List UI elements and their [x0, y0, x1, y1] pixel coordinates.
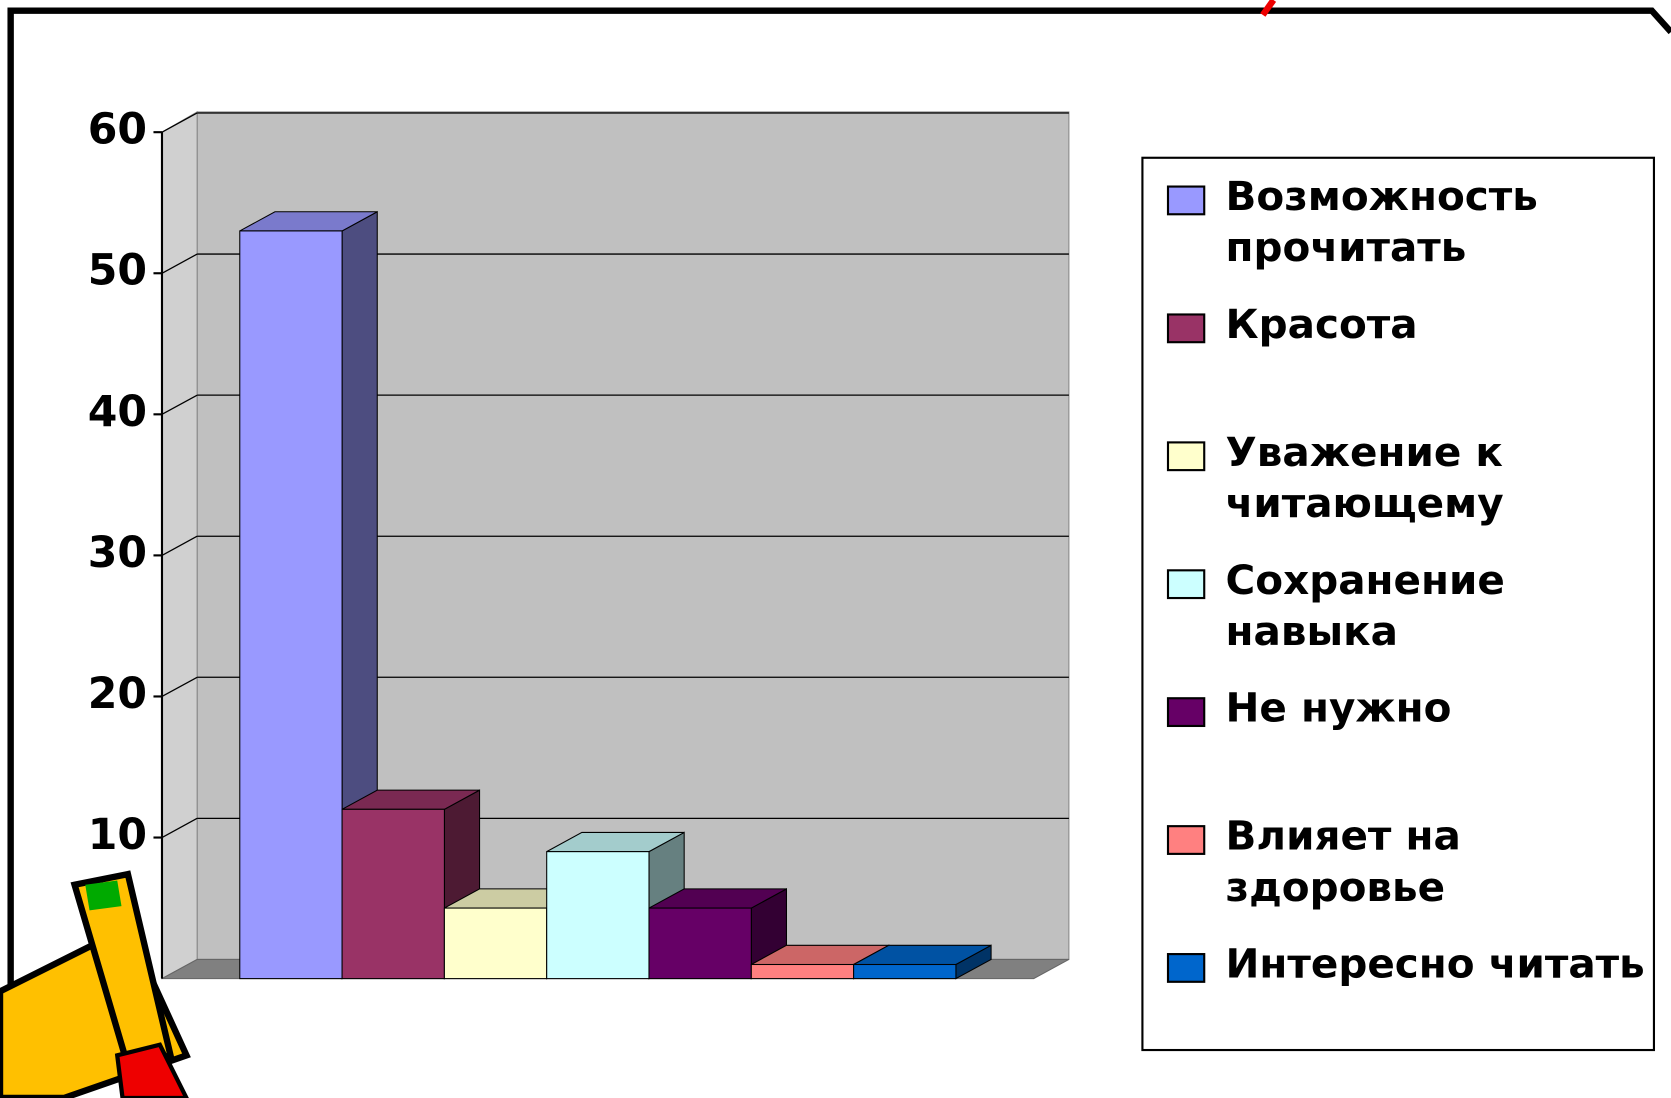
- legend-marker: [1168, 954, 1204, 982]
- y-tick-label: 20: [88, 669, 147, 719]
- legend-entry: Интересно читать: [1226, 938, 1652, 1055]
- legend-entry: Уважение к читающему: [1226, 426, 1652, 543]
- legend-entry: Сохранение навыка: [1226, 554, 1652, 671]
- legend-marker: [1168, 698, 1204, 726]
- y-tick-label: 40: [88, 387, 147, 437]
- y-tick-label: 30: [88, 528, 147, 578]
- legend-label: Уважение к читающему: [1226, 426, 1647, 528]
- bar: [649, 908, 751, 979]
- legend-label: Сохранение навыка: [1226, 554, 1647, 656]
- bar: [342, 809, 444, 978]
- legend-marker: [1168, 314, 1204, 342]
- legend-label: Не нужно: [1226, 682, 1647, 733]
- bar: [240, 231, 342, 979]
- legend-marker: [1168, 570, 1204, 598]
- bar: [751, 964, 853, 978]
- y-tick-label: 60: [88, 105, 147, 155]
- legend-entry: Влияет на здоровье: [1226, 810, 1652, 927]
- legend-entry: Не нужно: [1226, 682, 1652, 799]
- bar: [547, 852, 649, 979]
- legend-label: Возможность прочитать: [1226, 171, 1647, 273]
- legend-entry: Возможность прочитать: [1226, 171, 1652, 288]
- chart: 10 20 30 40 50 60 Возможность прочитать Красота…: [0, 0, 1671, 1098]
- bar: [444, 908, 546, 979]
- y-tick-label: 50: [88, 246, 147, 296]
- legend-label: Влияет на здоровье: [1226, 810, 1647, 912]
- legend-entry: Красота: [1226, 298, 1652, 415]
- bar: [854, 964, 956, 978]
- legend-marker: [1168, 826, 1204, 854]
- legend-marker: [1168, 442, 1204, 470]
- y-tick-label: 10: [88, 810, 147, 860]
- legend-label: Интересно читать: [1226, 938, 1647, 989]
- legend-label: Красота: [1226, 298, 1647, 349]
- legend-marker: [1168, 187, 1204, 215]
